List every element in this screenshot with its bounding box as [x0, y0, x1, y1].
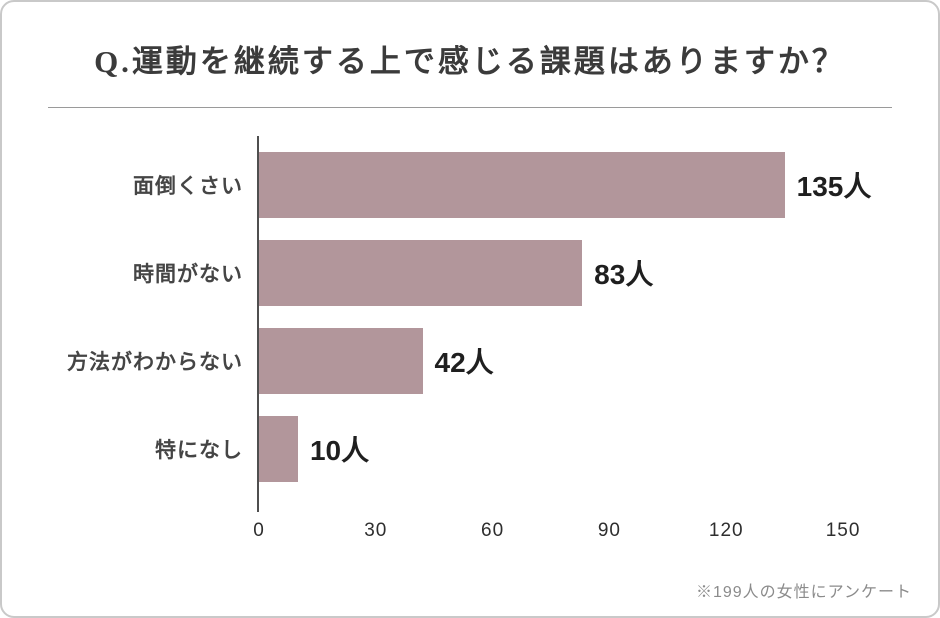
- bar-value-label: 83人: [594, 259, 654, 290]
- bar-value-label: 42人: [434, 347, 494, 378]
- bar-track: 83人: [259, 240, 882, 306]
- title-divider: [48, 107, 892, 108]
- bar-row: 特になし 10人: [44, 416, 882, 482]
- bar: [259, 152, 785, 218]
- bar-row: 面倒くさい 135人: [44, 152, 882, 218]
- bar-track: 10人: [259, 416, 882, 482]
- bar-chart: 面倒くさい 135人 時間がない 83人 方法がわからない 42人: [44, 136, 882, 546]
- bar: [259, 416, 298, 482]
- x-axis-ticks: 0 30 60 90 120 150: [253, 512, 882, 546]
- bar-row: 時間がない 83人: [44, 240, 882, 306]
- category-label: 面倒くさい: [133, 175, 243, 198]
- bar-row: 方法がわからない 42人: [44, 328, 882, 394]
- x-tick-label: 30: [364, 520, 388, 541]
- x-tick-label: 60: [481, 520, 505, 541]
- x-tick-label: 120: [708, 520, 744, 541]
- x-tick-label: 0: [253, 520, 265, 541]
- survey-footnote: ※199人の女性にアンケート: [695, 584, 912, 601]
- bar-value-label: 135人: [796, 171, 872, 202]
- bar-value-label: 10人: [309, 435, 370, 466]
- y-axis-line: [257, 136, 259, 512]
- x-tick-label: 150: [825, 520, 861, 541]
- plot-area: 面倒くさい 135人 時間がない 83人 方法がわからない 42人: [44, 136, 882, 512]
- chart-title: Q.運動を継続する上で感じる課題はありますか？: [94, 44, 846, 79]
- x-tick-label: 90: [597, 520, 622, 541]
- bar-track: 135人: [259, 152, 882, 218]
- bar-track: 42人: [259, 328, 882, 394]
- category-label: 特になし: [155, 439, 243, 462]
- bar: [259, 240, 583, 306]
- bar: [259, 328, 423, 394]
- category-label: 時間がない: [133, 263, 243, 286]
- category-label: 方法がわからない: [67, 351, 243, 374]
